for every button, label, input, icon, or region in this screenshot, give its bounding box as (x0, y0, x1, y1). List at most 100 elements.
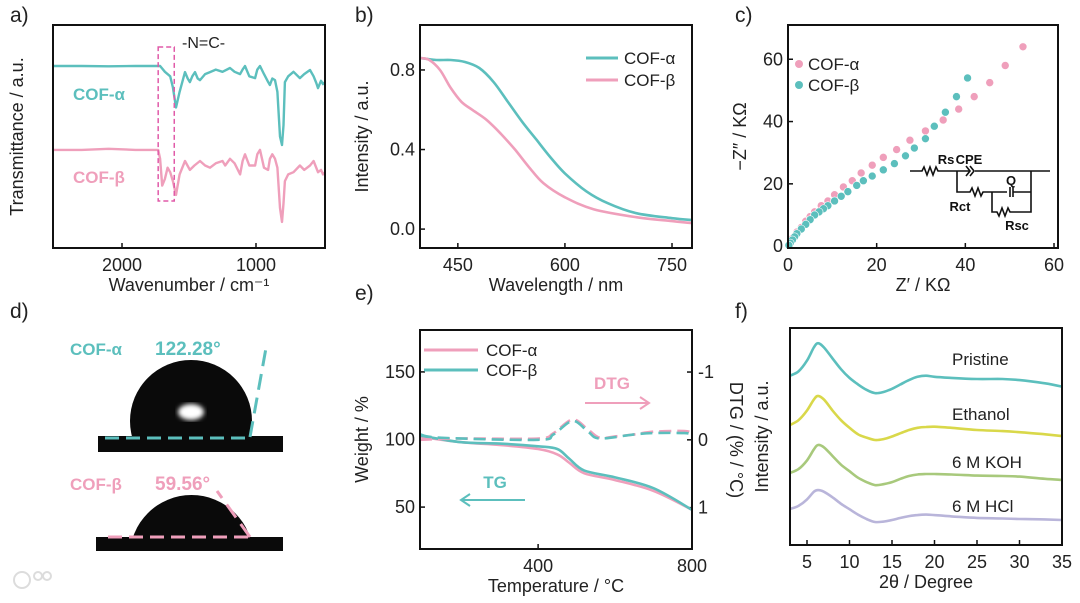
plot-frame (787, 24, 1059, 249)
y-axis-title: Intensity / a.u. (352, 80, 372, 192)
y-tick-label: 0.0 (390, 219, 415, 239)
dtg-curve (419, 418, 693, 442)
x-tick-label: 800 (677, 556, 707, 576)
equivalent-circuit-inset (910, 164, 1050, 219)
series-line-cof-beta (419, 56, 693, 225)
x-axis-title: 2θ / Degree (879, 572, 973, 592)
series-label-cof-alpha: COF-α (73, 85, 126, 104)
sample-label: COF-β (70, 475, 122, 494)
data-point (921, 126, 930, 136)
x-axis-title: Wavenumber / cm⁻¹ (109, 275, 270, 295)
x-tick-label: 5 (802, 552, 812, 572)
data-point (830, 196, 839, 206)
y-axis-title: Transmittance / a.u. (7, 57, 27, 215)
tg-curve (419, 434, 693, 511)
plot-frame (419, 329, 693, 550)
data-point (859, 176, 868, 186)
tangent-line (248, 347, 268, 438)
series-line-cof-alpha (53, 64, 326, 147)
data-point (879, 165, 888, 175)
highlight-box (157, 46, 176, 202)
x-tick-label: 750 (657, 255, 687, 275)
pattern-label: Pristine (952, 350, 1009, 369)
y-tick-label: 0.4 (390, 140, 415, 160)
y-tick-label: 0 (773, 236, 783, 256)
y-axis-title: Weight / % (352, 396, 372, 483)
plot-frame (52, 24, 326, 249)
panel-label: a) (10, 4, 29, 27)
y-tick-label: 20 (763, 174, 783, 194)
data-point (867, 160, 877, 170)
water-droplet (133, 495, 250, 537)
data-point (1000, 61, 1010, 70)
x-tick-label: 2000 (102, 255, 142, 275)
data-point (856, 168, 866, 178)
legend-label: COF-α (486, 341, 538, 360)
pattern-label: 6 M HCl (952, 497, 1013, 516)
series-line-cof-beta (53, 147, 326, 224)
xrd-pattern (789, 488, 1063, 524)
panel-label: f) (735, 300, 748, 323)
x-tick-label: 600 (550, 255, 580, 275)
panel-e-plot: 400 800 50 100 150 Temperature / °C Weight / %… (352, 329, 746, 596)
data-point (954, 104, 963, 114)
x-axis-title: Z′ / KΩ (896, 275, 951, 295)
y2-tick-label: 1 (698, 498, 708, 518)
imine-annotation: -N=C- (182, 35, 225, 52)
substrate (98, 436, 283, 452)
droplet-highlight (178, 404, 204, 420)
data-point (890, 159, 899, 168)
legend-label: COF-β (808, 76, 860, 95)
x-tick-label: 0 (783, 255, 793, 275)
data-point (905, 135, 915, 145)
panel-label: c) (735, 4, 753, 27)
pattern-label: Ethanol (952, 405, 1010, 424)
x-tick-label: 25 (967, 552, 987, 572)
circuit-label: Rs (938, 152, 955, 167)
legend-label: COF-α (808, 55, 860, 74)
x-tick-label: 35 (1052, 552, 1072, 572)
tangent-line (215, 490, 252, 538)
panel-c-plot: 0 20 40 60 0 20 40 60 Z′ / KΩ −Z″ / KΩ COF-α COF-β R… (730, 24, 1064, 295)
x-tick-label: 15 (882, 552, 902, 572)
plot-frame (419, 24, 693, 249)
data-point (892, 145, 901, 154)
y-axis-title: −Z″ / KΩ (730, 102, 750, 170)
y-tick-label: 40 (763, 112, 783, 132)
x-tick-label: 20 (924, 552, 944, 572)
circuit-label: Rsc (1005, 218, 1029, 233)
y-tick-label: 150 (385, 362, 415, 382)
arrow-left-icon (459, 493, 525, 507)
panel-f-plot: 5 10 15 20 25 30 35 2θ / Degree Intensity / a.u.… (752, 327, 1072, 592)
legend-label: COF-β (624, 71, 676, 90)
contact-angle-panel: COF-α 122.28° COF-β 59.56° (13, 339, 283, 589)
circuit-label: Rct (950, 199, 972, 214)
x-tick-label: 40 (955, 255, 975, 275)
xrd-pattern (789, 394, 1063, 442)
data-point (910, 143, 919, 153)
x-tick-label: 60 (1044, 255, 1064, 275)
series-label-cof-beta: COF-β (73, 168, 125, 187)
legend-marker (795, 60, 803, 68)
series-line-cof-alpha (419, 56, 693, 222)
y-tick-label: 60 (763, 49, 783, 69)
circuit-label: CPE (956, 152, 983, 167)
pattern-label: 6 M KOH (952, 453, 1022, 472)
data-point (867, 171, 877, 181)
data-point (843, 187, 853, 196)
x-tick-label: 450 (443, 255, 473, 275)
water-droplet (130, 360, 252, 437)
data-point (969, 92, 979, 101)
data-point (938, 115, 948, 125)
y-tick-label: 0.8 (390, 60, 415, 80)
y2-tick-label: 0 (698, 430, 708, 450)
plot-frame (789, 327, 1063, 546)
dtg-label: DTG (594, 374, 630, 393)
y-tick-label: 50 (395, 497, 415, 517)
x-axis-title: Temperature / °C (488, 576, 624, 596)
x-axis-title: Wavelength / nm (489, 275, 623, 295)
y2-axis-title: DTG / (% / °C) (726, 382, 746, 498)
data-point (941, 107, 950, 117)
